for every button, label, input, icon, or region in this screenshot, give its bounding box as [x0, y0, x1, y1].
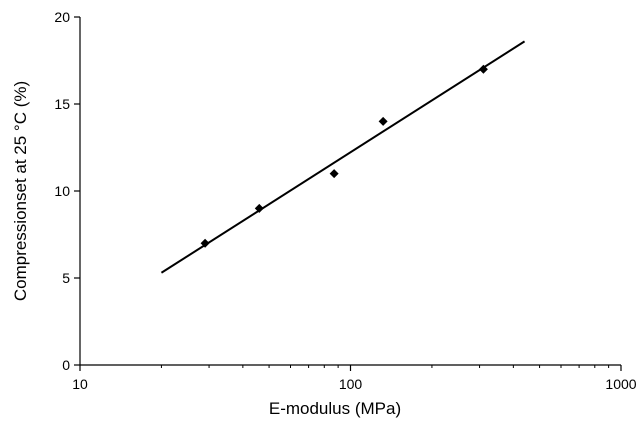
y-tick-label: 10 [54, 183, 70, 199]
x-ticks: 10 100 1000 [72, 365, 637, 392]
trendline-group [160, 40, 526, 274]
x-axis-title: E-modulus (MPa) [269, 399, 401, 418]
data-point [378, 116, 388, 126]
data-point [329, 169, 339, 179]
y-tick-label: 0 [62, 357, 70, 373]
y-axis-title: Compressionset at 25 °C (%) [11, 81, 30, 301]
x-tick-label: 100 [339, 376, 363, 392]
y-ticks: 0 5 10 15 20 [54, 9, 80, 373]
data-points [200, 64, 488, 248]
y-tick-label: 15 [54, 96, 70, 112]
data-point [200, 238, 210, 248]
trendline [160, 40, 526, 274]
plot-axes [79, 17, 621, 366]
data-point [254, 203, 264, 213]
x-tick-label: 10 [72, 376, 88, 392]
y-tick-label: 5 [62, 270, 70, 286]
y-tick-label: 20 [54, 9, 70, 25]
data-point [478, 64, 488, 74]
x-tick-label: 1000 [605, 376, 636, 392]
